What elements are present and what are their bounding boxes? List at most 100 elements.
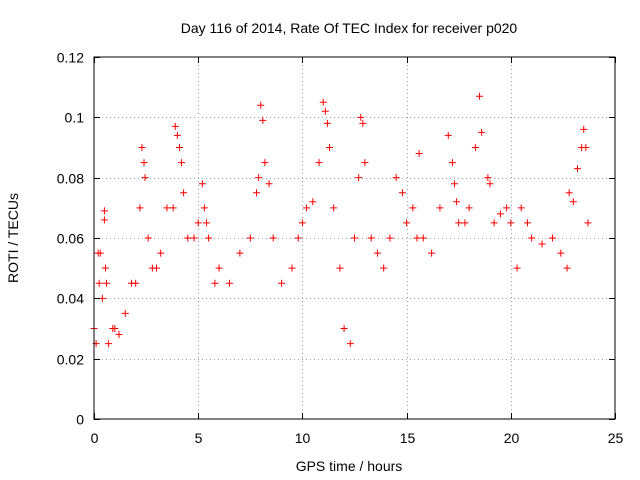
data-point — [357, 113, 365, 121]
data-point — [265, 180, 273, 188]
data-point — [451, 180, 459, 188]
data-point — [557, 249, 565, 257]
data-point — [132, 279, 140, 287]
data-point — [163, 204, 171, 212]
data-point — [336, 264, 344, 272]
data-point — [484, 174, 492, 182]
data-point — [330, 204, 338, 212]
data-point — [100, 207, 108, 215]
data-point — [246, 234, 254, 242]
y-tick-label: 0.1 — [65, 110, 85, 126]
data-point — [111, 325, 119, 332]
x-tick-label: 0 — [91, 430, 99, 446]
data-point — [96, 249, 104, 257]
data-point — [144, 234, 152, 242]
data-point — [98, 294, 106, 302]
y-axis-label: ROTI / TECUs — [5, 193, 21, 283]
data-point — [140, 159, 148, 167]
data-point — [253, 189, 261, 197]
x-tick-label: 10 — [295, 430, 311, 446]
data-point — [496, 210, 504, 218]
data-point — [136, 204, 144, 212]
data-point — [175, 144, 183, 151]
data-point — [584, 219, 592, 227]
data-point — [115, 331, 123, 339]
data-point — [355, 174, 363, 182]
data-point — [392, 174, 400, 182]
data-point — [141, 174, 149, 182]
x-axis-label: GPS time / hours — [296, 458, 403, 474]
data-point — [325, 144, 333, 151]
data-point — [236, 249, 244, 257]
data-point — [211, 279, 219, 287]
data-point — [444, 131, 452, 139]
data-point — [503, 204, 511, 212]
data-point — [351, 234, 358, 242]
data-point — [386, 234, 394, 242]
data-point — [486, 180, 494, 188]
data-point — [471, 144, 479, 151]
x-tick-label: 5 — [195, 430, 203, 446]
data-point — [398, 189, 406, 197]
data-point — [203, 219, 211, 227]
data-point — [413, 234, 421, 242]
y-tick-label: 0.02 — [57, 352, 84, 368]
y-tick-label: 0.04 — [57, 291, 84, 307]
data-point — [461, 219, 469, 227]
data-point — [169, 204, 177, 212]
data-point — [303, 204, 311, 212]
data-point — [490, 219, 498, 227]
data-point — [321, 107, 329, 115]
data-point — [298, 219, 306, 227]
data-point — [538, 240, 546, 248]
data-point — [103, 279, 111, 287]
data-point — [180, 189, 188, 197]
y-tick-label: 0.08 — [57, 171, 84, 187]
data-point — [198, 180, 206, 188]
data-point — [361, 159, 369, 167]
data-point — [153, 264, 161, 272]
data-point — [569, 198, 577, 206]
data-point — [259, 116, 267, 124]
data-point — [200, 204, 208, 212]
data-point — [415, 150, 423, 158]
data-point — [403, 219, 411, 227]
data-point — [225, 279, 233, 287]
data-point — [428, 249, 436, 257]
data-point — [478, 128, 486, 136]
x-tick-label: 15 — [400, 430, 416, 446]
x-tick-label: 20 — [504, 430, 520, 446]
data-point — [548, 234, 556, 242]
data-point — [340, 325, 348, 332]
data-point — [309, 198, 317, 206]
data-point — [205, 234, 213, 242]
data-point — [269, 234, 277, 242]
data-point — [255, 174, 263, 182]
chart-title: Day 116 of 2014, Rate Of TEC Index for r… — [181, 20, 518, 36]
data-point — [373, 249, 381, 257]
data-point — [215, 264, 223, 272]
data-point — [455, 219, 463, 227]
data-point — [565, 189, 573, 197]
y-tick-label: 0 — [76, 412, 84, 428]
data-point — [563, 264, 571, 272]
data-point — [319, 98, 327, 106]
data-point — [257, 101, 265, 109]
data-point — [409, 204, 417, 212]
data-point — [184, 234, 192, 242]
data-point — [346, 340, 354, 348]
data-point — [448, 159, 456, 167]
y-tick-label: 0.12 — [57, 50, 84, 66]
data-point — [367, 234, 375, 242]
data-point — [157, 249, 165, 257]
data-point — [261, 159, 269, 167]
data-point — [582, 144, 590, 151]
data-point — [465, 204, 473, 212]
data-point — [288, 264, 296, 272]
data-point — [100, 216, 108, 224]
data-point — [315, 159, 323, 167]
data-point — [178, 159, 186, 167]
data-point — [580, 125, 588, 133]
data-point — [573, 165, 581, 173]
